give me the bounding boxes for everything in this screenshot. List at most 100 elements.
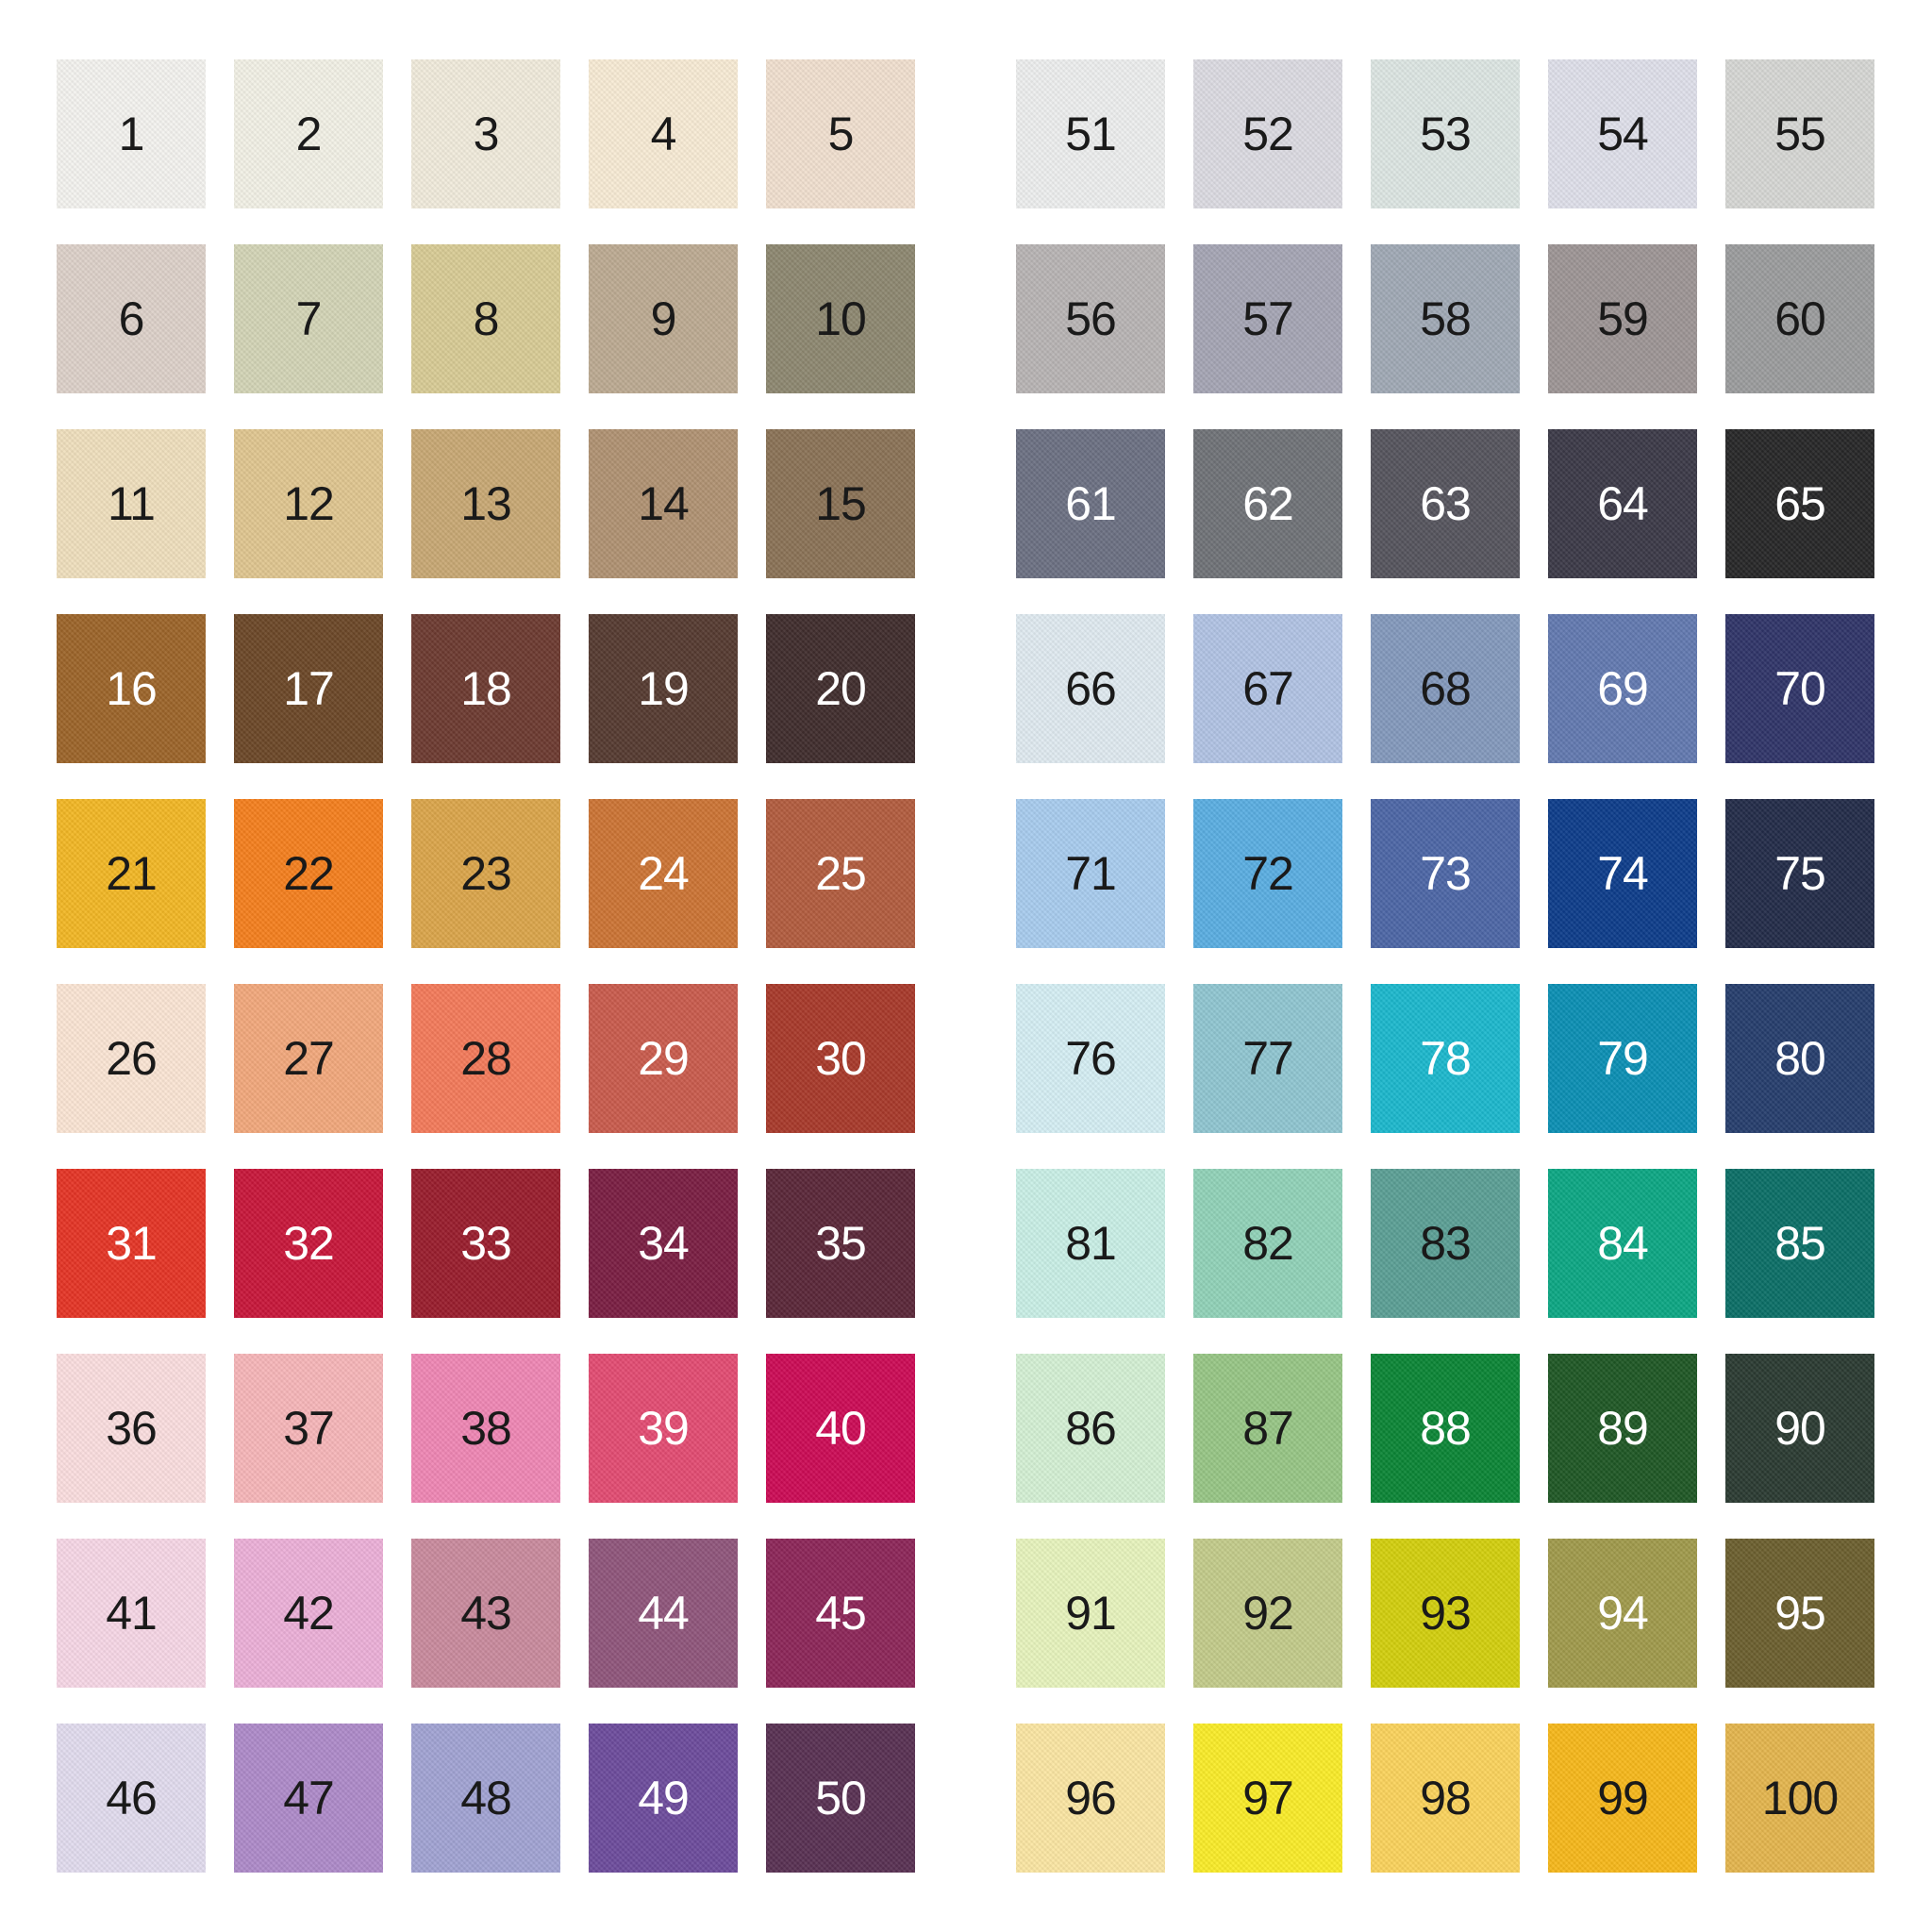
color-swatch-57: 57	[1193, 244, 1342, 393]
swatch-number: 67	[1242, 662, 1294, 715]
color-swatch-62: 62	[1193, 429, 1342, 578]
swatch-number: 16	[106, 662, 158, 715]
color-swatch-16: 16	[57, 614, 206, 763]
swatch-number: 8	[473, 292, 500, 345]
swatch-number: 72	[1242, 847, 1294, 900]
color-swatch-27: 27	[234, 984, 383, 1133]
swatch-number: 54	[1597, 108, 1649, 160]
color-swatch-13: 13	[411, 429, 560, 578]
swatch-number: 93	[1420, 1587, 1472, 1640]
swatch-number: 83	[1420, 1217, 1472, 1270]
swatch-number: 47	[283, 1772, 335, 1824]
color-swatch-51: 51	[1016, 59, 1165, 208]
swatch-number: 60	[1774, 292, 1826, 345]
color-swatch-75: 75	[1725, 799, 1874, 948]
swatch-number: 89	[1597, 1402, 1649, 1455]
swatch-number: 73	[1420, 847, 1472, 900]
color-swatch-39: 39	[589, 1354, 738, 1503]
color-swatch-53: 53	[1371, 59, 1520, 208]
swatch-number: 84	[1597, 1217, 1649, 1270]
swatch-number: 10	[815, 292, 867, 345]
color-swatch-54: 54	[1548, 59, 1697, 208]
swatch-number: 88	[1420, 1402, 1472, 1455]
swatch-number: 41	[106, 1587, 158, 1640]
color-swatch-76: 76	[1016, 984, 1165, 1133]
swatch-number: 52	[1242, 108, 1294, 160]
color-swatch-25: 25	[766, 799, 915, 948]
color-swatch-38: 38	[411, 1354, 560, 1503]
color-swatch-20: 20	[766, 614, 915, 763]
swatch-number: 62	[1242, 477, 1294, 530]
swatch-number: 3	[473, 108, 500, 160]
swatch-number: 78	[1420, 1032, 1472, 1085]
color-swatch-50: 50	[766, 1724, 915, 1873]
color-swatch-58: 58	[1371, 244, 1520, 393]
color-swatch-34: 34	[589, 1169, 738, 1318]
color-swatch-93: 93	[1371, 1539, 1520, 1688]
color-swatch-89: 89	[1548, 1354, 1697, 1503]
swatch-number: 91	[1065, 1587, 1117, 1640]
swatch-number: 36	[106, 1402, 158, 1455]
color-swatch-59: 59	[1548, 244, 1697, 393]
swatch-number: 57	[1242, 292, 1294, 345]
swatch-number: 17	[283, 662, 335, 715]
swatch-number: 51	[1065, 108, 1117, 160]
swatch-number: 90	[1774, 1402, 1826, 1455]
swatch-number: 7	[295, 292, 323, 345]
color-swatch-6: 6	[57, 244, 206, 393]
color-swatch-5: 5	[766, 59, 915, 208]
color-swatch-91: 91	[1016, 1539, 1165, 1688]
color-swatch-84: 84	[1548, 1169, 1697, 1318]
color-swatch-77: 77	[1193, 984, 1342, 1133]
color-swatch-88: 88	[1371, 1354, 1520, 1503]
swatch-number: 74	[1597, 847, 1649, 900]
swatch-number: 56	[1065, 292, 1117, 345]
color-swatch-74: 74	[1548, 799, 1697, 948]
swatch-number: 50	[815, 1772, 867, 1824]
color-swatch-7: 7	[234, 244, 383, 393]
swatch-number: 66	[1065, 662, 1117, 715]
color-swatch-3: 3	[411, 59, 560, 208]
color-swatch-18: 18	[411, 614, 560, 763]
color-swatch-92: 92	[1193, 1539, 1342, 1688]
color-swatch-67: 67	[1193, 614, 1342, 763]
swatch-grid-left: 1 2 3 4 5 6 7 8 9 10 11 12 13 14 15 16 17 18 19 20 21 22 23 24 2…	[57, 59, 915, 1873]
color-swatch-23: 23	[411, 799, 560, 948]
color-swatch-70: 70	[1725, 614, 1874, 763]
color-swatch-41: 41	[57, 1539, 206, 1688]
color-swatch-94: 94	[1548, 1539, 1697, 1688]
color-swatch-48: 48	[411, 1724, 560, 1873]
swatch-number: 94	[1597, 1587, 1649, 1640]
swatch-number: 46	[106, 1772, 158, 1824]
color-swatch-37: 37	[234, 1354, 383, 1503]
swatch-number: 34	[638, 1217, 690, 1270]
swatch-number: 43	[460, 1587, 512, 1640]
swatch-number: 15	[815, 477, 867, 530]
color-swatch-72: 72	[1193, 799, 1342, 948]
swatch-grid-right: 51 52 53 54 55 56 57 58 59 60 61 62 63 64 65 66 67 68 69 70…	[1016, 59, 1874, 1873]
swatch-number: 33	[460, 1217, 512, 1270]
swatch-number: 35	[815, 1217, 867, 1270]
color-swatch-90: 90	[1725, 1354, 1874, 1503]
swatch-number: 99	[1597, 1772, 1649, 1824]
swatch-number: 92	[1242, 1587, 1294, 1640]
swatch-number: 64	[1597, 477, 1649, 530]
swatch-number: 79	[1597, 1032, 1649, 1085]
swatch-number: 63	[1420, 477, 1472, 530]
color-swatch-66: 66	[1016, 614, 1165, 763]
swatch-number: 11	[108, 477, 156, 530]
color-swatch-95: 95	[1725, 1539, 1874, 1688]
swatch-number: 12	[283, 477, 335, 530]
color-swatch-40: 40	[766, 1354, 915, 1503]
swatch-number: 20	[815, 662, 867, 715]
color-swatch-46: 46	[57, 1724, 206, 1873]
color-swatch-83: 83	[1371, 1169, 1520, 1318]
swatch-number: 45	[815, 1587, 867, 1640]
color-swatch-8: 8	[411, 244, 560, 393]
color-swatch-63: 63	[1371, 429, 1520, 578]
swatch-number: 98	[1420, 1772, 1472, 1824]
swatch-number: 4	[650, 108, 677, 160]
color-swatch-55: 55	[1725, 59, 1874, 208]
color-swatch-79: 79	[1548, 984, 1697, 1133]
color-swatch-49: 49	[589, 1724, 738, 1873]
